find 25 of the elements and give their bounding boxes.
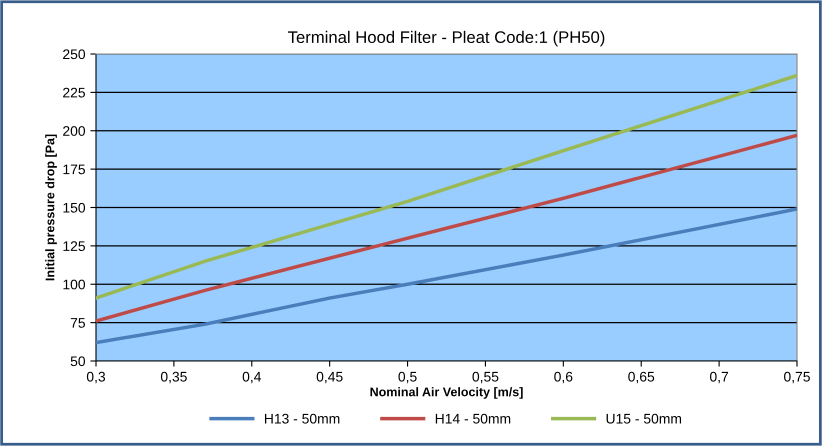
x-tick-label: 0,35 <box>160 372 187 384</box>
x-tick-label: 0,4 <box>242 372 262 384</box>
chart-title: Terminal Hood Filter - Pleat Code:1 (PH50) <box>288 30 604 46</box>
x-tick-label: 0,3 <box>86 372 106 384</box>
y-tick-label: 150 <box>63 202 86 213</box>
x-tick-label: 0,75 <box>784 372 810 384</box>
y-tick-label: 75 <box>70 318 86 328</box>
y-tick-label: 125 <box>63 241 86 252</box>
x-tick-label: 0,45 <box>316 372 343 384</box>
x-tick-label: 0,55 <box>472 372 498 384</box>
y-tick-label: 250 <box>63 49 86 60</box>
legend-label: H13 - 50mm <box>264 414 340 424</box>
x-tick-label: 0,7 <box>710 372 728 384</box>
y-tick-label: 100 <box>63 280 86 290</box>
x-axis-title: Nominal Air Velocity [m/s] <box>370 387 523 399</box>
y-tick-label: 225 <box>63 88 86 98</box>
x-tick-label: 0,5 <box>398 372 417 384</box>
legend-label: H14 - 50mm <box>436 414 510 424</box>
y-tick-label: 175 <box>63 164 86 174</box>
x-tick-label: 0,65 <box>628 372 654 384</box>
y-tick-label: 200 <box>63 126 86 136</box>
legend-label: U15 - 50mm <box>606 414 682 424</box>
y-axis-title: Initial pressure drop [Pa] <box>45 134 57 280</box>
y-tick-label: 50 <box>70 356 86 366</box>
x-tick-label: 0,6 <box>554 372 572 384</box>
